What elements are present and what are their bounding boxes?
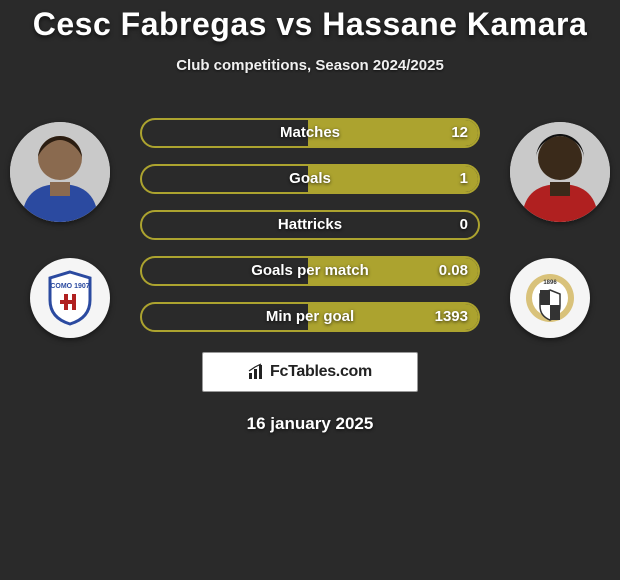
brand-text: FcTables.com (270, 363, 372, 381)
person-icon (10, 122, 110, 222)
stat-fill-right (308, 120, 478, 146)
stat-bars: Matches12 Goals1 Hattricks0 Goals per match… (140, 118, 480, 348)
comparison-area: COMO 1907 1896 Matches12 Goals1 Hattricks0… (0, 112, 620, 342)
player-right-avatar (510, 122, 610, 222)
person-icon (510, 122, 610, 222)
brand-box[interactable]: FcTables.com (202, 352, 418, 392)
shield-icon: 1896 (526, 270, 574, 326)
stat-row: Hattricks0 (140, 210, 480, 240)
shield-icon: COMO 1907 (46, 270, 94, 326)
bar-chart-icon (248, 363, 266, 381)
stat-row: Goals per match0.08 (140, 256, 480, 286)
player-left-avatar (10, 122, 110, 222)
stat-pill (140, 210, 480, 240)
crest-text: 1896 (543, 280, 557, 286)
club-crest-left: COMO 1907 (30, 258, 110, 338)
stat-row: Matches12 (140, 118, 480, 148)
club-crest-right: 1896 (510, 258, 590, 338)
stat-fill-right (308, 258, 478, 284)
stat-row: Goals1 (140, 164, 480, 194)
stat-fill-right (308, 166, 478, 192)
stat-row: Min per goal1393 (140, 302, 480, 332)
date-text: 16 january 2025 (0, 414, 620, 434)
page-subtitle: Club competitions, Season 2024/2025 (0, 57, 620, 74)
stat-fill-right (308, 304, 478, 330)
crest-text: COMO 1907 (50, 283, 89, 290)
page-title: Cesc Fabregas vs Hassane Kamara (0, 0, 620, 43)
